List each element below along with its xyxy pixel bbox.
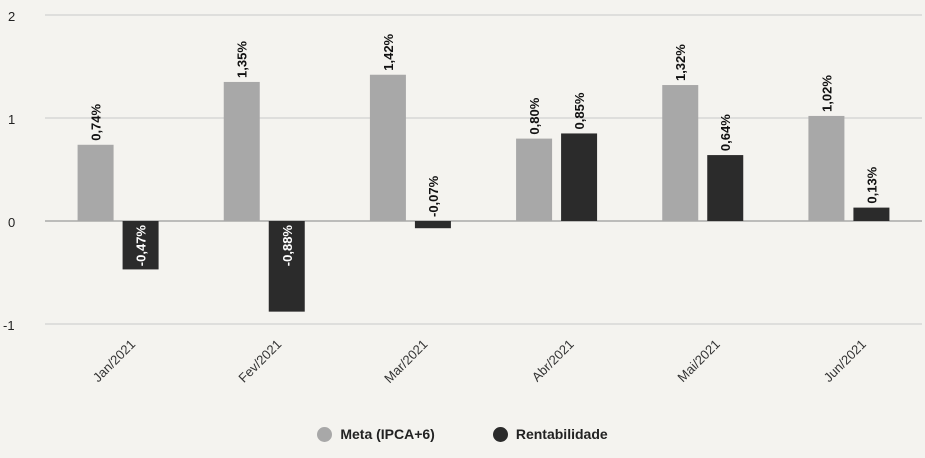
x-category-label: Mai/2021 (674, 337, 722, 385)
legend: Meta (IPCA+6) Rentabilidade (0, 426, 925, 442)
data-label: 1,32% (673, 44, 688, 81)
bar[interactable] (414, 221, 451, 229)
bar[interactable] (369, 74, 406, 222)
bar[interactable] (122, 221, 159, 270)
gridlines (45, 14, 922, 325)
x-category-label: Jun/2021 (821, 337, 869, 385)
data-label: 1,35% (235, 41, 250, 78)
bar[interactable] (808, 115, 845, 221)
y-axis-ticks: 2 1 0 -1 (3, 9, 15, 333)
data-label: 0,80% (527, 97, 542, 134)
bar[interactable] (516, 138, 553, 221)
data-label: 0,64% (718, 114, 733, 151)
data-label: -0,88% (280, 225, 295, 267)
data-label: 1,02% (819, 75, 834, 112)
bar[interactable] (223, 81, 260, 221)
x-axis-categories: Jan/2021 Fev/2021 Mar/2021 Abr/2021 Mai/2021… (90, 337, 869, 386)
bar[interactable] (707, 155, 744, 221)
bar-chart: 2 1 0 -1 0,74% -0,47% 1,35% -0,88% 1,42% -0,0… (3, 9, 922, 386)
x-category-label: Mar/2021 (381, 337, 430, 386)
data-labels: 0,74% -0,47% 1,35% -0,88% 1,42% -0,07% 0,80% 0,… (89, 33, 880, 266)
legend-label-rentabilidade: Rentabilidade (515, 426, 608, 442)
data-label: 1,42% (381, 33, 396, 70)
x-category-label: Jan/2021 (90, 337, 138, 385)
legend-item-meta[interactable]: Meta (IPCA+6) (317, 426, 435, 442)
data-label: -0,07% (426, 175, 441, 217)
bar[interactable] (268, 221, 305, 312)
bar[interactable] (853, 207, 890, 221)
x-category-label: Abr/2021 (529, 337, 577, 385)
y-tick-label: 0 (8, 215, 15, 230)
bar[interactable] (662, 85, 699, 221)
y-tick-label: -1 (3, 318, 15, 333)
legend-swatch-rentabilidade (492, 426, 508, 442)
bars (77, 74, 890, 312)
data-label: -0,47% (134, 225, 149, 267)
data-label: 0,13% (864, 166, 879, 203)
data-label: 0,85% (572, 92, 587, 129)
x-category-label: Fev/2021 (235, 337, 284, 386)
y-tick-label: 2 (8, 9, 15, 24)
data-label: 0,74% (89, 103, 104, 140)
bar[interactable] (77, 144, 114, 221)
bar[interactable] (561, 133, 598, 221)
legend-swatch-meta (317, 426, 333, 442)
legend-label-meta: Meta (IPCA+6) (340, 426, 435, 442)
y-tick-label: 1 (8, 112, 15, 127)
legend-item-rentabilidade[interactable]: Rentabilidade (492, 426, 608, 442)
